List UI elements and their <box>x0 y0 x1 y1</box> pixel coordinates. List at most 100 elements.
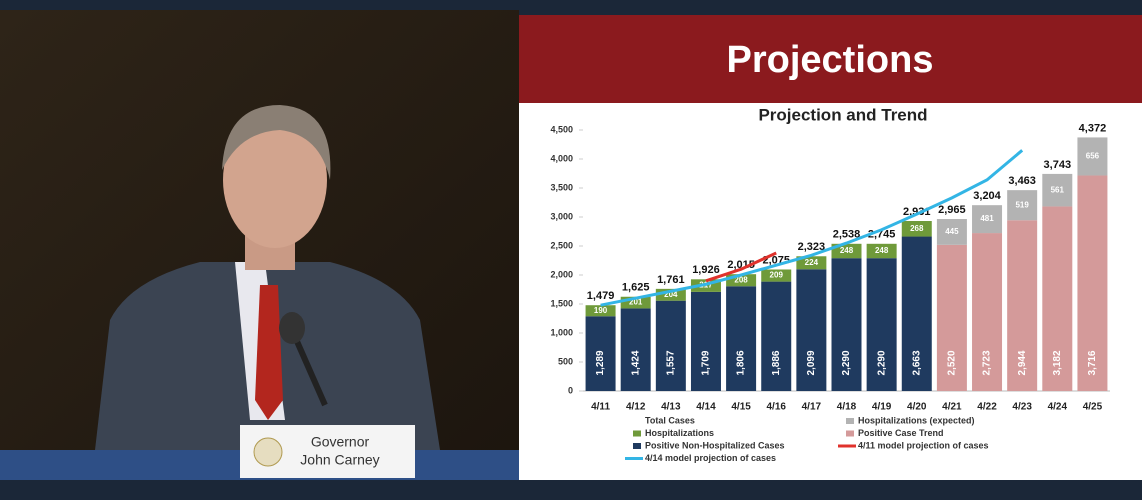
data-label: 1,886 <box>771 350 782 375</box>
x-tick-label: 4/15 <box>731 402 751 413</box>
total-label: 2,015 <box>727 259 755 271</box>
total-label: 2,931 <box>903 206 931 218</box>
total-label: 3,463 <box>1008 175 1036 187</box>
data-label: 1,424 <box>630 350 641 375</box>
trend-line <box>705 251 777 283</box>
bar-segment <box>901 221 932 237</box>
data-label: 2,290 <box>841 350 852 375</box>
data-label: 190 <box>594 306 608 315</box>
data-label: 248 <box>840 246 854 255</box>
bar-segment <box>690 291 721 391</box>
bar-segment <box>936 219 967 245</box>
tie <box>255 285 283 420</box>
hair <box>222 105 331 180</box>
data-label: 481 <box>980 214 994 223</box>
legend-label: 4/14 model projection of cases <box>645 453 776 463</box>
legend-label: Positive Case Trend <box>858 428 944 438</box>
y-tick-label: 2,000 <box>550 269 573 279</box>
x-tick-label: 4/24 <box>1048 402 1068 413</box>
seal <box>253 437 283 467</box>
trend-line <box>600 149 1024 307</box>
data-label: 209 <box>770 271 784 280</box>
y-tick-label: 0 <box>568 385 573 395</box>
y-tick-label: 3,500 <box>550 182 573 192</box>
bar-segment <box>761 269 792 282</box>
bar-segment <box>796 269 827 391</box>
legend-swatch <box>633 443 641 449</box>
bar-segment <box>972 205 1003 234</box>
x-tick-label: 4/12 <box>626 402 646 413</box>
data-label: 2,944 <box>1017 350 1028 375</box>
bar-segment <box>796 256 827 270</box>
x-tick-label: 4/20 <box>907 402 927 413</box>
head <box>223 112 327 248</box>
legend-label: 4/11 model projection of cases <box>858 440 989 450</box>
legend-label: Positive Non-Hospitalized Cases <box>645 440 785 450</box>
data-label: 2,663 <box>911 350 922 375</box>
bar-segment <box>620 308 651 391</box>
data-label: 2,290 <box>876 350 887 375</box>
total-label: 3,743 <box>1044 159 1072 171</box>
x-tick-label: 4/19 <box>872 402 892 413</box>
x-tick-label: 4/11 <box>591 402 610 413</box>
data-label: 1,557 <box>665 350 676 375</box>
data-label: 201 <box>629 298 643 307</box>
x-tick-label: 4/18 <box>837 402 857 413</box>
data-label: 3,716 <box>1087 350 1098 375</box>
bar-segment <box>1007 190 1038 221</box>
bar-segment <box>585 305 616 317</box>
slide-header <box>519 15 1142 103</box>
bar-segment <box>620 296 651 309</box>
bar-segment <box>866 243 897 259</box>
nameplate-title: Governor <box>311 434 370 450</box>
data-label: 1,289 <box>595 350 606 375</box>
slide-heading: Projections <box>727 39 934 81</box>
total-label: 1,625 <box>622 282 650 294</box>
bar-segment <box>1007 220 1038 391</box>
bar-segment <box>585 316 616 391</box>
legend-swatch <box>846 418 854 424</box>
bar-segment <box>1042 206 1073 391</box>
x-tick-label: 4/14 <box>696 402 716 413</box>
y-tick-label: 1,500 <box>550 298 573 308</box>
x-tick-label: 4/22 <box>977 402 997 413</box>
chart-title: Projection and Trend <box>758 105 927 124</box>
data-label: 248 <box>875 246 889 255</box>
x-tick-label: 4/25 <box>1083 402 1103 413</box>
legend-label: Total Cases <box>645 415 695 425</box>
microphone <box>289 328 328 407</box>
x-tick-label: 4/17 <box>802 402 822 413</box>
bar-segment <box>972 233 1003 391</box>
data-label: 204 <box>664 290 678 299</box>
bar-segment <box>1042 173 1073 207</box>
x-tick-label: 4/16 <box>766 402 786 413</box>
total-label: 3,204 <box>973 190 1001 202</box>
legend-swatch <box>846 430 854 437</box>
y-tick-label: 3,000 <box>550 211 573 221</box>
total-label: 1,761 <box>657 274 685 286</box>
bar-segment <box>726 286 757 391</box>
data-label: 519 <box>1015 200 1029 209</box>
data-label: 2,723 <box>982 350 993 375</box>
data-label: 656 <box>1086 152 1100 161</box>
legend-label: Hospitalizations (expected) <box>858 415 975 425</box>
data-label: 1,806 <box>736 350 747 375</box>
data-label: 268 <box>910 224 924 233</box>
microphone-head <box>279 312 305 344</box>
legend-swatch <box>633 430 641 437</box>
y-tick-label: 4,500 <box>550 124 573 134</box>
total-label: 2,323 <box>798 241 826 253</box>
data-label: 561 <box>1051 185 1065 194</box>
bar-segment <box>831 258 862 391</box>
data-label: 224 <box>805 258 819 267</box>
x-tick-label: 4/13 <box>661 402 681 413</box>
y-tick-label: 2,500 <box>550 240 573 250</box>
data-label: 2,520 <box>947 350 958 375</box>
bar-segment <box>655 288 686 301</box>
x-tick-label: 4/21 <box>942 402 962 413</box>
total-label: 2,965 <box>938 204 966 216</box>
y-tick-label: 4,000 <box>550 153 573 163</box>
bar-segment <box>831 243 862 259</box>
